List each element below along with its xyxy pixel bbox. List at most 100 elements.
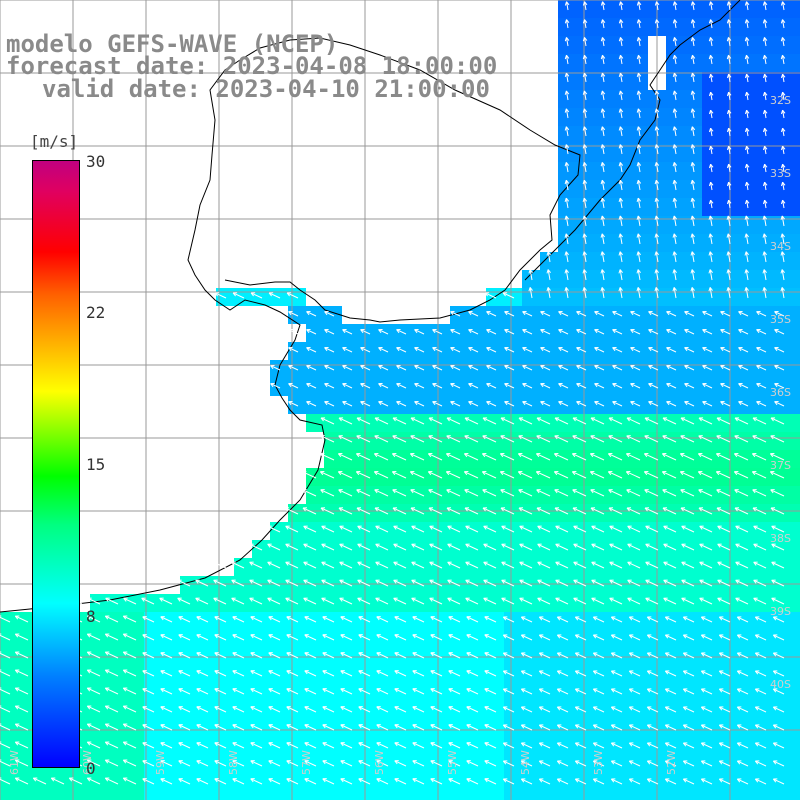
wind-arrow [708,287,713,299]
wind-arrow [321,561,335,569]
wind-arrow [412,688,425,695]
wind-arrow [178,724,191,731]
wind-cell [792,576,800,594]
wind-arrow [572,489,587,497]
wind-arrow [267,561,281,569]
wind-arrow [482,507,497,515]
wind-arrow [177,597,191,605]
lat-label: 35S [770,313,791,326]
wind-arrow [427,471,443,479]
valid-date: valid date: 2023-04-10 21:00:00 [42,75,490,103]
wind-arrow [338,489,353,497]
wind-arrow [600,197,606,209]
wind-arrow [573,597,587,605]
wind-arrow [338,453,353,461]
wind-arrow [772,616,785,623]
wind-arrow [122,615,137,623]
wind-arrow [360,400,371,407]
wind-arrow [356,507,371,515]
wind-arrow [412,652,425,659]
wind-arrow [484,670,497,677]
wind-arrow [303,579,317,587]
wind-cell [774,36,792,54]
wind-arrow [558,364,569,371]
wind-arrow [672,144,678,155]
wind-arrow [690,108,696,119]
wind-arrow [592,688,605,695]
wind-arrow [600,251,605,263]
wind-arrow [556,760,569,767]
wind-arrow [540,382,551,389]
wind-cell [792,522,800,540]
wind-arrow [339,579,353,587]
wind-arrow [392,489,407,497]
wind-arrow [466,760,479,767]
wind-arrow [738,382,749,389]
wind-arrow [376,760,389,767]
wind-arrow [450,400,461,407]
wind-cell [594,108,612,126]
wind-arrow [592,760,605,767]
wind-arrow [690,126,696,137]
wind-cell [162,792,180,800]
wind-arrow [447,543,461,551]
lon-label: 55W [446,750,459,775]
wind-arrow [572,435,587,443]
wind-arrow [636,251,641,263]
wind-arrow [627,597,641,605]
wind-arrow [302,489,317,497]
wind-arrow [320,453,335,461]
wind-arrow [690,179,696,191]
wind-arrow [483,561,497,569]
wind-arrow [196,688,209,695]
wind-cell [702,792,720,800]
wind-arrow [700,652,713,659]
wind-arrow [448,670,461,677]
wind-arrow [662,417,677,425]
wind-arrow [618,108,624,119]
wind-cell [792,54,800,72]
wind-arrow [142,706,155,713]
wind-arrow [0,633,11,641]
wind-arrow [558,328,569,335]
wind-arrow [502,724,515,731]
wind-cell [756,126,774,144]
wind-arrow [756,346,767,353]
wind-cell [594,792,612,800]
wind-arrow [484,724,497,731]
wind-arrow [736,634,749,641]
wind-arrow [780,163,786,173]
lat-label: 33S [770,167,791,180]
wind-cell [180,792,198,800]
wind-arrow [699,597,713,605]
wind-cell [630,162,648,180]
wind-cell [216,792,234,800]
wind-arrow [654,19,660,29]
wind-arrow [483,525,497,533]
wind-arrow [378,346,389,353]
wind-cell [756,108,774,126]
wind-arrow [608,507,623,515]
wind-cell [792,234,800,252]
wind-arrow [690,215,696,227]
wind-arrow [600,19,606,29]
wind-arrow [663,525,677,533]
wind-arrow [447,579,461,587]
wind-arrow [105,597,119,605]
wind-arrow [636,287,641,299]
wind-arrow [375,543,389,551]
wind-arrow [375,597,389,605]
wind-cell [702,0,720,18]
wind-arrow [612,310,623,317]
wind-cell [738,18,756,36]
wind-arrow [357,525,371,533]
wind-cell [756,54,774,72]
wind-arrow [358,724,371,731]
wind-cell [792,90,800,108]
wind-arrow [432,364,443,371]
wind-arrow [780,37,786,47]
wind-arrow [322,616,335,623]
wind-cell [684,234,702,252]
wind-cell [792,540,800,558]
wind-arrow [340,688,353,695]
